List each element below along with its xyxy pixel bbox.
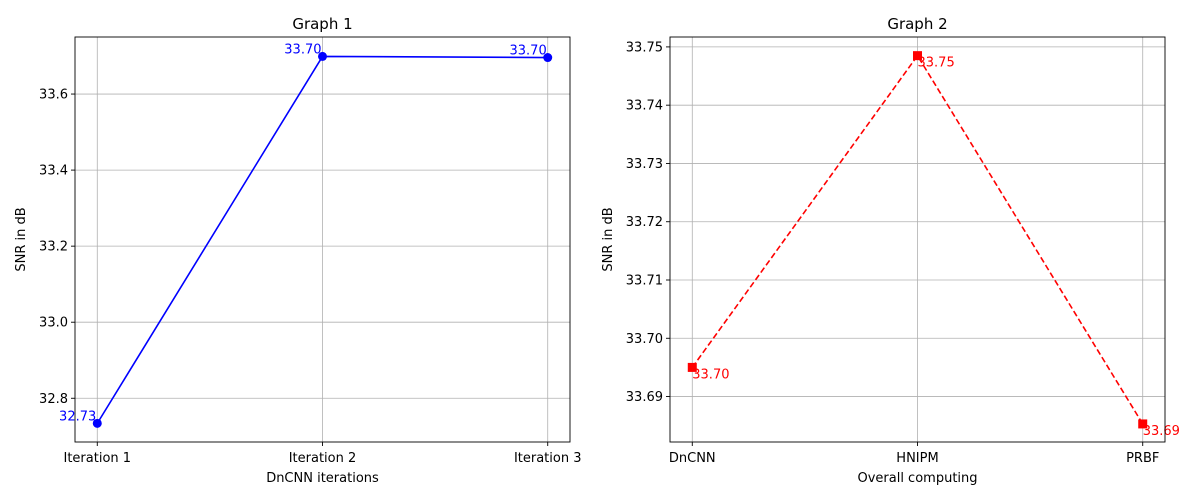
y-tick-label: 33.70 (626, 332, 663, 347)
data-label: 33.70 (692, 367, 729, 382)
y-tick-label: 33.0 (39, 316, 68, 331)
chart-graph-2: 33.70 33.75 33.69 DnCNN HNIPM PRBF 33.69 33.7… (601, 15, 1180, 486)
chart-graph-1: 32.73 33.70 33.70 Iteration 1 Iteration 2 It… (14, 15, 581, 486)
series-line (691, 54, 1144, 425)
data-point (913, 51, 922, 61)
x-tick-label: HNIPM (896, 451, 938, 466)
data-point (1138, 419, 1148, 429)
x-tick-label: Iteration 2 (289, 451, 357, 466)
x-tick-label: Iteration 1 (64, 451, 132, 466)
x-tick-label: DnCNN (669, 451, 716, 466)
x-axis-label: Overall computing (857, 471, 977, 486)
y-tick-label: 33.4 (39, 164, 68, 179)
data-point (543, 53, 553, 63)
data-point (92, 418, 102, 428)
y-tick-label: 33.71 (626, 274, 663, 289)
data-label: 33.75 (918, 56, 955, 71)
data-point (687, 362, 697, 372)
y-tick-label: 33.73 (626, 157, 663, 172)
y-tick-label: 33.74 (626, 99, 663, 114)
x-tick-label: Iteration 3 (514, 451, 582, 466)
chart-title: Graph 1 (292, 15, 352, 33)
data-label: 33.70 (510, 44, 547, 59)
x-tick-label: PRBF (1126, 451, 1159, 466)
y-tick-label: 33.6 (39, 88, 68, 103)
y-tick-label: 33.72 (626, 215, 663, 230)
chart-title: Graph 2 (887, 15, 947, 33)
data-label: 33.70 (284, 42, 321, 57)
y-tick-label: 32.8 (39, 392, 68, 407)
y-tick-label: 33.75 (626, 40, 663, 55)
data-label: 33.69 (1143, 424, 1180, 439)
y-tick-label: 33.69 (626, 390, 663, 405)
y-tick-label: 33.2 (39, 240, 68, 255)
data-label: 32.73 (59, 409, 96, 424)
y-axis-label: SNR in dB (601, 207, 616, 271)
x-axis-label: DnCNN iterations (266, 471, 379, 486)
y-axis-label: SNR in dB (14, 207, 29, 271)
data-point (318, 51, 327, 61)
